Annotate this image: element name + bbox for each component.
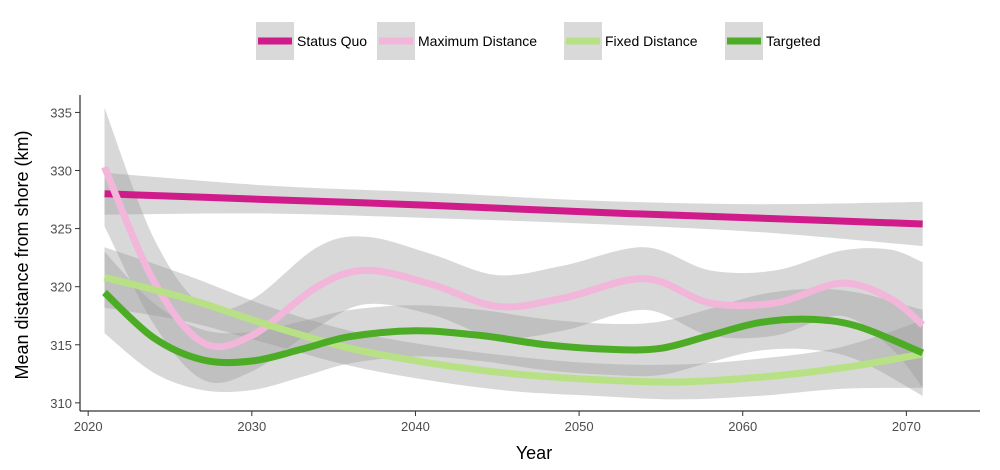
x-tick-label: 2040	[401, 419, 430, 434]
series-line	[103, 274, 924, 386]
legend-label: Fixed Distance	[605, 33, 698, 49]
confidence-ribbon	[104, 251, 923, 396]
legend-item: Fixed Distance	[564, 22, 698, 60]
x-tick-label: 2030	[237, 419, 266, 434]
series-line	[102, 289, 925, 367]
y-axis-ticks: 310 315 320 325 330 335	[50, 105, 80, 411]
x-axis-ticks: 2020 2030 2040 2050 2060 2070	[74, 411, 921, 434]
y-tick-label: 330	[50, 164, 72, 179]
series-line	[104, 190, 923, 228]
y-tick-label: 335	[50, 105, 72, 120]
y-tick-label: 310	[50, 396, 72, 411]
legend-label: Targeted	[766, 33, 820, 49]
x-axis-title: Year	[516, 443, 552, 463]
x-tick-label: 2020	[74, 419, 103, 434]
legend-item: Targeted	[725, 22, 820, 60]
y-tick-label: 325	[50, 222, 72, 237]
x-tick-label: 2060	[728, 419, 757, 434]
legend: Status Quo Maximum Distance Fixed Distance…	[256, 22, 820, 60]
y-tick-label: 315	[50, 338, 72, 353]
legend-label: Status Quo	[297, 33, 367, 49]
legend-item: Status Quo	[256, 22, 367, 60]
y-tick-label: 320	[50, 280, 72, 295]
x-tick-label: 2070	[892, 419, 921, 434]
legend-item: Maximum Distance	[377, 22, 537, 60]
x-tick-label: 2050	[565, 419, 594, 434]
series-lines	[101, 165, 926, 386]
confidence-ribbon	[104, 107, 923, 388]
legend-label: Maximum Distance	[418, 33, 537, 49]
y-axis-title: Mean distance from shore (km)	[12, 130, 32, 379]
series-line	[101, 165, 926, 351]
